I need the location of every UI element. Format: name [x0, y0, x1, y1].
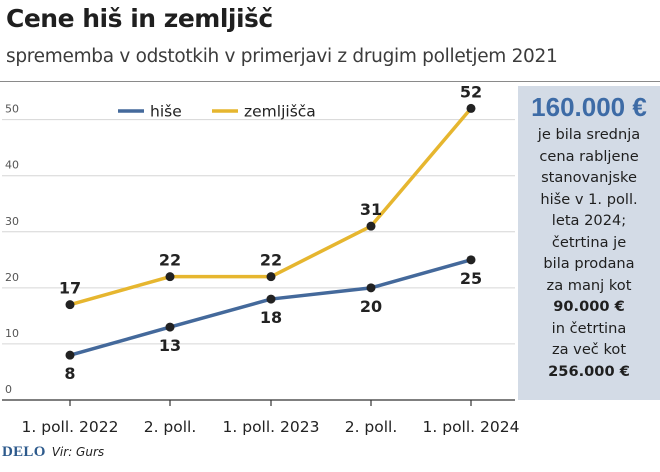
- grid-lines: [2, 119, 515, 401]
- x-tick-label: 1. poll. 2022: [22, 418, 119, 436]
- info-line: leta 2024;: [551, 212, 627, 229]
- legend-label: hiše: [150, 103, 182, 121]
- y-tick-label: 40: [5, 159, 19, 172]
- x-tick-label: 1. poll. 2024: [423, 418, 520, 436]
- info-line: in četrtina: [551, 319, 627, 337]
- info-line: za manj kot: [546, 276, 632, 294]
- data-label: 13: [159, 336, 181, 355]
- legend: hiše zemljišča: [118, 103, 316, 121]
- data-label: 25: [460, 269, 482, 288]
- footer: DELO Vir: Gurs: [2, 444, 104, 461]
- median-price-value: 160.000 €: [531, 92, 647, 122]
- y-tick-label: 10: [5, 327, 19, 340]
- data-point: [466, 255, 476, 265]
- chart-subtitle: sprememba v odstotkih v primerjavi z dru…: [6, 46, 558, 67]
- source-note: Vir: Gurs: [51, 445, 105, 459]
- y-axis-ticks: 0 10 20 30 40 50: [5, 103, 19, 396]
- x-tick-label: 1. poll. 2023: [223, 418, 320, 436]
- y-tick-label: 20: [5, 271, 19, 284]
- y-tick-label: 0: [5, 383, 12, 396]
- x-axis-ticks: 1. poll. 2022 2. poll. 1. poll. 2023 2. pol…: [22, 400, 520, 436]
- data-point: [165, 272, 175, 282]
- y-tick-label: 50: [5, 103, 19, 116]
- info-line: stanovanjske: [541, 169, 637, 186]
- info-text: je bila srednja cena rabljene stanovanjs…: [518, 124, 660, 382]
- series-lines: [65, 103, 476, 360]
- data-point: [466, 103, 476, 113]
- delo-logo: DELO: [2, 444, 46, 460]
- data-label: 20: [360, 297, 382, 316]
- data-point: [366, 221, 376, 231]
- info-line: je bila srednja: [537, 126, 641, 143]
- info-line: za več kot: [551, 341, 627, 358]
- info-line: hiše v 1. poll.: [540, 190, 638, 208]
- data-label: 18: [260, 308, 282, 327]
- data-label: 8: [64, 364, 75, 383]
- x-tick-label: 2. poll.: [345, 418, 398, 436]
- x-tick-label: 2. poll.: [144, 418, 197, 436]
- data-point: [266, 272, 276, 282]
- info-line: četrtina je: [551, 233, 627, 251]
- chart-title: Cene hiš in zemljišč: [6, 4, 273, 33]
- data-label: 22: [159, 251, 181, 270]
- y-tick-label: 30: [5, 215, 19, 228]
- data-point: [65, 350, 75, 360]
- legend-label: zemljišča: [244, 103, 316, 121]
- header-divider: [0, 81, 660, 82]
- info-box: 160.000 € je bila srednja cena rabljene …: [518, 86, 660, 400]
- info-line: bila prodana: [543, 255, 635, 272]
- data-labels: 8 13 18 20 25 17 22 22 31 52: [59, 82, 482, 383]
- data-point: [266, 294, 276, 304]
- upper-quartile-value: 256.000 €: [548, 362, 630, 380]
- data-point: [65, 300, 75, 310]
- data-label: 22: [260, 251, 282, 270]
- lower-quartile-value: 90.000 €: [553, 298, 625, 315]
- data-label: 52: [460, 82, 482, 101]
- data-label: 31: [360, 200, 382, 219]
- data-label: 17: [59, 279, 81, 298]
- data-point: [165, 322, 175, 332]
- data-point: [366, 283, 376, 293]
- info-line: cena rabljene: [539, 147, 639, 165]
